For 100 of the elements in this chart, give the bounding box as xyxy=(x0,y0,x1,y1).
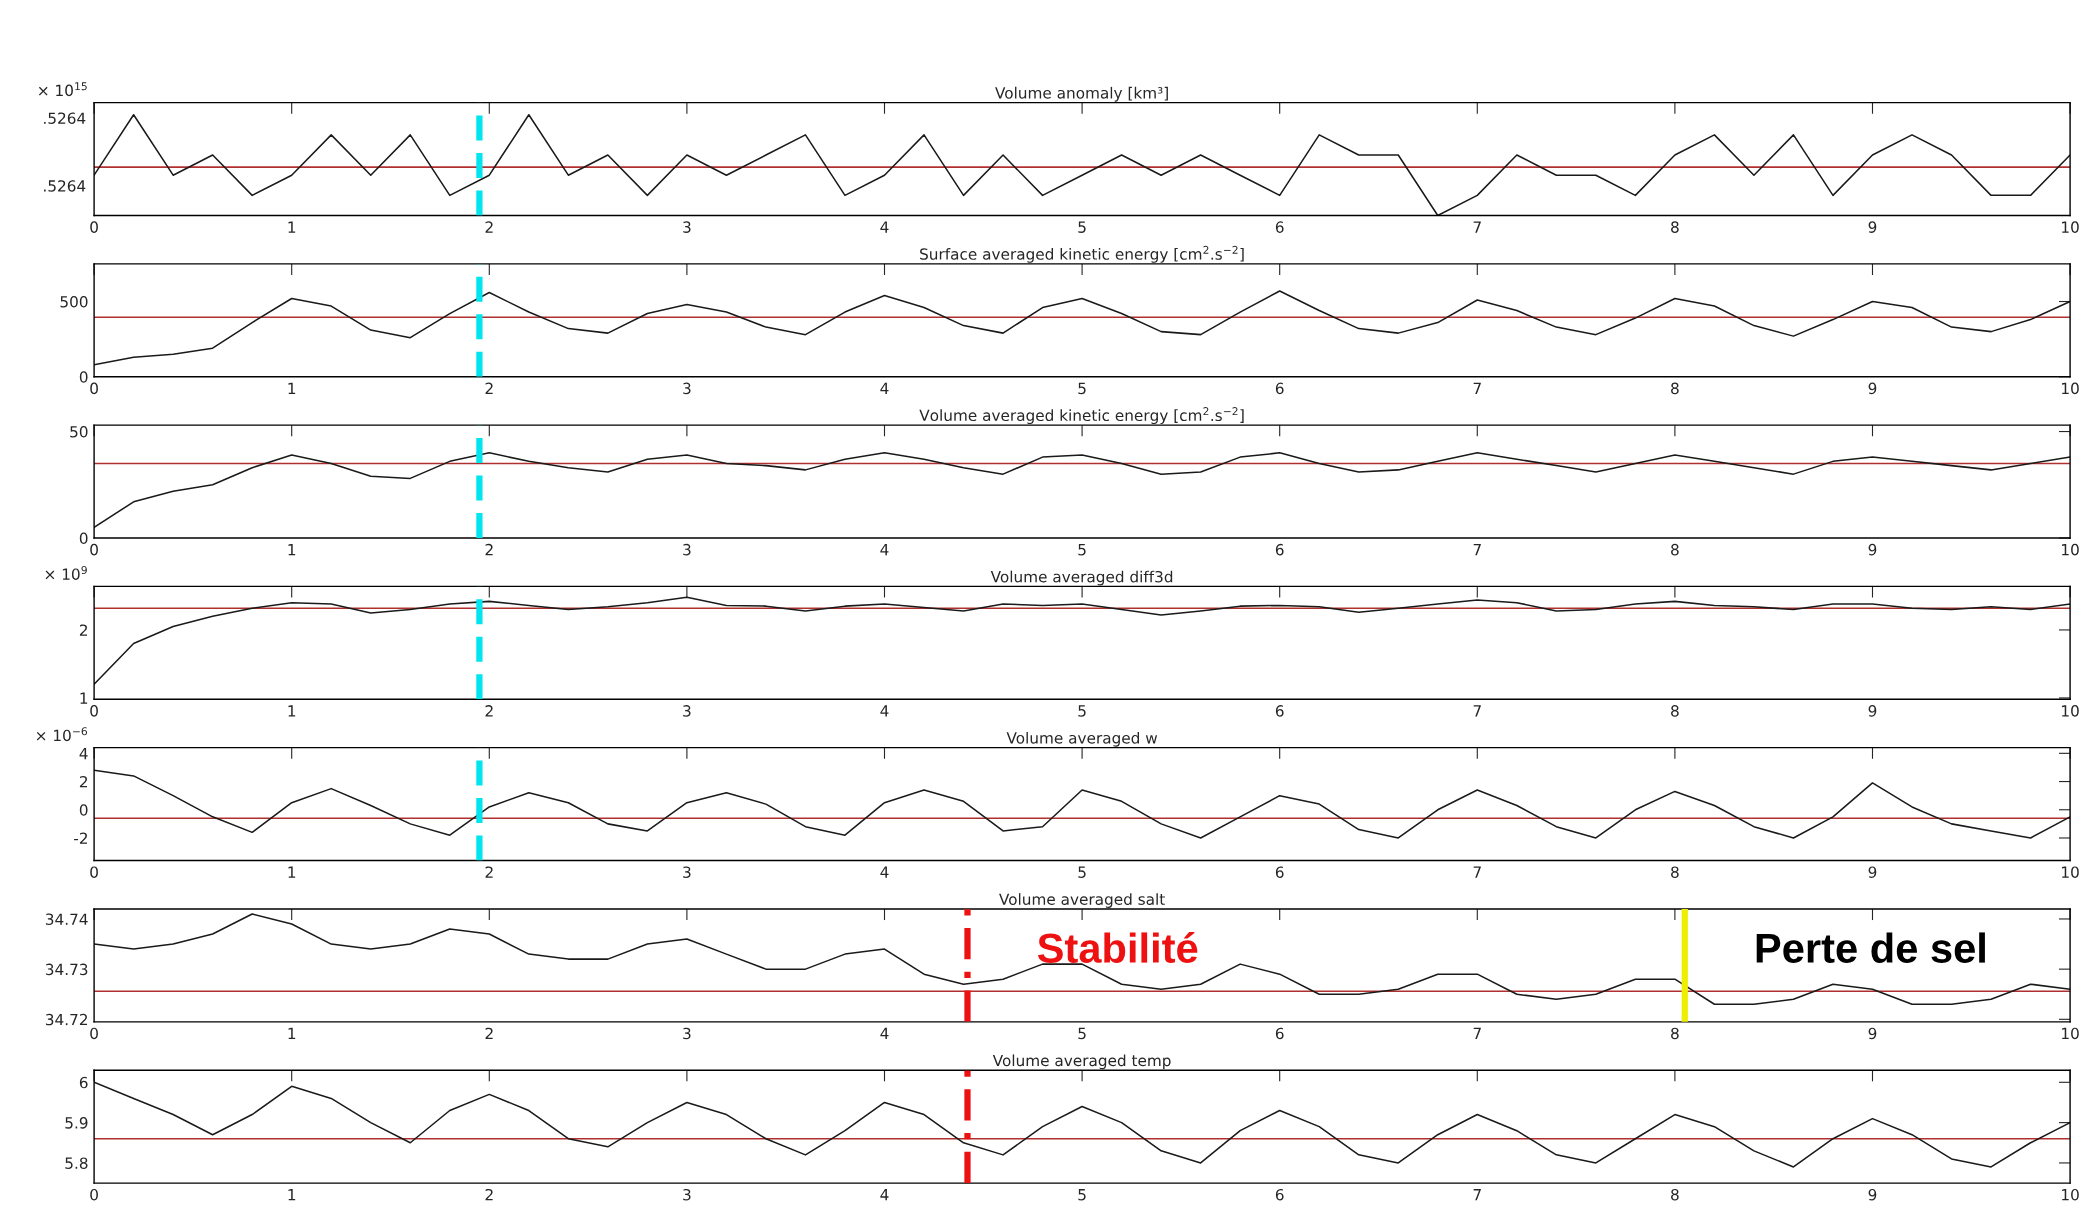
x-tick-label: 5 xyxy=(1078,705,1086,717)
x-tick-label: 0 xyxy=(90,382,98,395)
y-tick-label: 500 xyxy=(60,295,88,308)
y-tick-label: 0 xyxy=(79,804,88,816)
y-tick-label: 5.9 xyxy=(65,1117,88,1129)
x-tick-label: 2 xyxy=(485,1188,493,1201)
x-tick-label: 8 xyxy=(1671,866,1679,878)
y-tick-label: 5.8 xyxy=(65,1157,88,1169)
text: × 10$^{15}$ xyxy=(38,82,87,97)
x-tick-label: 2 xyxy=(485,705,493,717)
y-tick-label: -2 xyxy=(74,832,88,844)
x-tick-label: 5 xyxy=(1078,866,1086,878)
x-tick-label: 8 xyxy=(1671,543,1679,556)
x-tick-label: 1 xyxy=(288,382,296,394)
x-tick-label: 5 xyxy=(1078,221,1086,233)
line-series xyxy=(94,290,2071,366)
x-tick-label: 6 xyxy=(1275,221,1284,233)
x-tick-label: 1 xyxy=(288,705,296,717)
x-tick-label: 3 xyxy=(683,543,691,556)
x-tick-label: 1 xyxy=(288,544,296,556)
ref-line-label: Stabilité xyxy=(1037,932,1198,964)
text: .5264 xyxy=(44,180,86,192)
x-tick-label: 8 xyxy=(1671,221,1679,233)
x-tick-label: 3 xyxy=(683,1027,691,1040)
x-tick-label: 2 xyxy=(485,382,493,394)
x-tick-label: 0 xyxy=(90,221,98,233)
chart-title: Volume averaged temp xyxy=(992,1054,1171,1070)
y-tick-label: 6 xyxy=(79,1076,88,1089)
y-tick-label: 34.74 xyxy=(45,913,88,925)
chart-title: Surface averaged kinetic energy [cm$^{2}$.s$^{−2}$] xyxy=(920,245,1244,263)
x-tick-label: 9 xyxy=(1868,705,1877,717)
y-tick-label: 50 xyxy=(70,426,88,438)
chart-title: Volume averaged w xyxy=(1006,731,1158,747)
x-tick-label: 10 xyxy=(2062,866,2079,878)
ref-line-label: Perte de sel xyxy=(1756,932,1985,964)
x-tick-label: 3 xyxy=(683,866,691,878)
x-tick-label: 6 xyxy=(1275,543,1284,556)
x-tick-label: 9 xyxy=(1868,1027,1877,1040)
x-tick-label: 7 xyxy=(1473,1027,1481,1039)
x-tick-label: 5 xyxy=(1078,382,1086,395)
x-tick-label: 1 xyxy=(288,1027,296,1039)
x-tick-label: 6 xyxy=(1275,1027,1284,1040)
x-tick-label: 7 xyxy=(1473,221,1481,233)
x-tick-label: 6 xyxy=(1275,1188,1284,1201)
x-tick-label: 9 xyxy=(1868,1188,1877,1201)
y-tick-label: 2 xyxy=(79,624,88,636)
x-tick-label: 1 xyxy=(288,1189,296,1201)
x-tick-label: 8 xyxy=(1671,1027,1679,1040)
x-tick-label: 6 xyxy=(1275,705,1284,717)
x-tick-label: 4 xyxy=(880,866,889,878)
x-tick-label: 8 xyxy=(1671,382,1679,395)
line-series xyxy=(94,769,2071,839)
x-tick-label: 9 xyxy=(1868,221,1877,233)
chart-title: Volume averaged salt xyxy=(999,893,1165,908)
x-tick-label: 4 xyxy=(880,544,889,556)
x-tick-label: 6 xyxy=(1275,866,1284,878)
x-tick-label: 8 xyxy=(1671,1188,1679,1201)
chart-title: Volume averaged kinetic energy [cm$^{2}$.s$^{−2}$] xyxy=(919,407,1244,425)
x-tick-label: 2 xyxy=(485,866,493,878)
x-tick-label: 6 xyxy=(1275,382,1284,395)
text: × 10$^{9}$ xyxy=(45,565,87,580)
x-tick-label: 7 xyxy=(1473,544,1481,556)
x-tick-label: 5 xyxy=(1078,1027,1086,1040)
x-tick-label: 7 xyxy=(1473,1189,1481,1201)
x-tick-label: 7 xyxy=(1473,382,1481,394)
x-tick-label: 2 xyxy=(485,543,493,556)
x-tick-label: 7 xyxy=(1473,866,1481,878)
x-tick-label: 10 xyxy=(2062,221,2079,233)
line-series xyxy=(94,452,2071,529)
x-tick-label: 10 xyxy=(2062,1188,2079,1201)
y-tick-label: 0 xyxy=(79,532,88,545)
y-tick-label: 1 xyxy=(80,692,88,704)
x-tick-label: 4 xyxy=(880,221,889,233)
x-tick-label: 9 xyxy=(1868,543,1877,556)
x-tick-label: 10 xyxy=(2062,705,2079,717)
text: .5264 xyxy=(44,112,86,124)
y-tick-label: 2 xyxy=(79,776,88,788)
x-tick-label: 5 xyxy=(1078,1189,1086,1201)
x-tick-label: 9 xyxy=(1868,866,1877,878)
x-tick-label: 0 xyxy=(90,543,98,556)
x-tick-label: 2 xyxy=(485,1027,493,1039)
line-series xyxy=(94,1081,2071,1168)
x-tick-label: 5 xyxy=(1078,544,1086,556)
x-tick-label: 4 xyxy=(880,1027,889,1039)
x-tick-label: 10 xyxy=(2062,543,2079,556)
x-tick-label: 0 xyxy=(90,1188,98,1201)
x-tick-label: 10 xyxy=(2062,1027,2079,1040)
x-tick-label: 0 xyxy=(90,1027,98,1040)
x-tick-label: 3 xyxy=(683,221,691,233)
x-tick-label: 4 xyxy=(880,1189,889,1201)
text: × 10$^{−6}$ xyxy=(36,727,88,742)
chart-title: Volume averaged diff3d xyxy=(990,570,1173,586)
x-tick-label: 10 xyxy=(2062,382,2079,395)
x-tick-label: 8 xyxy=(1671,705,1679,717)
x-tick-label: 7 xyxy=(1473,705,1481,717)
x-tick-label: 2 xyxy=(485,221,493,233)
x-tick-label: 0 xyxy=(90,705,98,717)
y-tick-label: 34.73 xyxy=(45,963,88,976)
x-tick-label: 3 xyxy=(683,1188,691,1201)
chart-title: Volume anomaly [km³] xyxy=(995,86,1168,102)
